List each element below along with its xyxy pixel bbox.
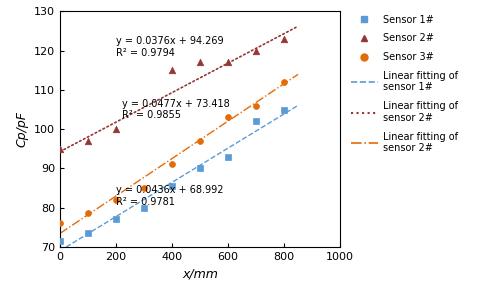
Point xyxy=(84,139,92,143)
Y-axis label: Cp/pF: Cp/pF xyxy=(16,111,28,147)
Point xyxy=(196,139,204,143)
Point xyxy=(196,166,204,171)
Point xyxy=(140,205,148,210)
Point xyxy=(280,37,288,41)
Point xyxy=(84,231,92,235)
Point xyxy=(112,197,120,202)
Point xyxy=(252,49,260,53)
Point xyxy=(224,115,232,120)
Text: y = 0.0376x + 94.269
R² = 0.9794: y = 0.0376x + 94.269 R² = 0.9794 xyxy=(116,36,224,58)
X-axis label: x/mm: x/mm xyxy=(182,267,218,280)
Point xyxy=(56,146,64,151)
Point xyxy=(252,103,260,108)
Point xyxy=(168,68,176,73)
Point xyxy=(56,239,64,243)
Point xyxy=(280,107,288,112)
Point xyxy=(168,162,176,167)
Point xyxy=(84,211,92,216)
Point xyxy=(280,80,288,84)
Point xyxy=(112,127,120,131)
Legend: Sensor 1#, Sensor 2#, Sensor 3#, Linear fitting of
sensor 1#, Linear fitting of
: Sensor 1#, Sensor 2#, Sensor 3#, Linear … xyxy=(348,12,461,156)
Point xyxy=(168,184,176,188)
Text: y = 0.0436x + 68.992
R² = 0.9781: y = 0.0436x + 68.992 R² = 0.9781 xyxy=(116,185,224,207)
Point xyxy=(224,60,232,65)
Point xyxy=(252,119,260,124)
Text: y = 0.0477x + 73.418
R² = 0.9855: y = 0.0477x + 73.418 R² = 0.9855 xyxy=(122,99,230,120)
Point xyxy=(224,154,232,159)
Point xyxy=(56,221,64,226)
Point xyxy=(196,60,204,65)
Point xyxy=(140,186,148,190)
Point xyxy=(112,217,120,222)
